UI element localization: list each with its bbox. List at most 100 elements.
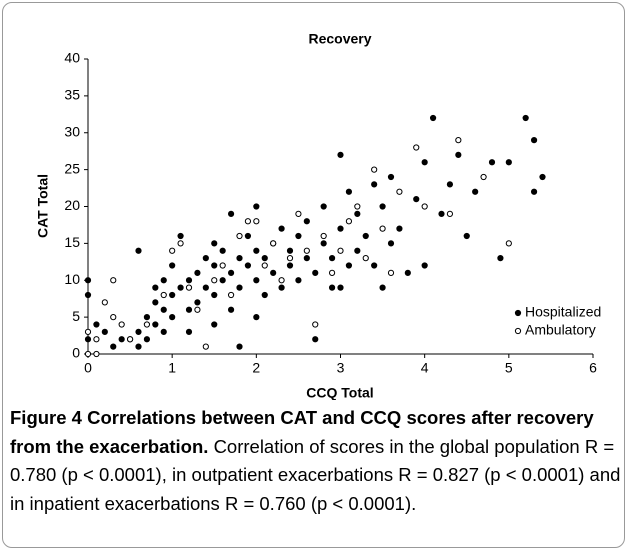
legend-marker xyxy=(514,309,522,317)
point xyxy=(421,203,428,210)
point xyxy=(278,284,285,291)
point xyxy=(539,173,546,181)
point xyxy=(371,262,378,269)
point xyxy=(160,291,167,299)
point xyxy=(270,240,277,247)
point xyxy=(278,225,285,232)
point xyxy=(354,203,361,210)
point xyxy=(227,269,235,276)
y-tick-label: 30 xyxy=(64,123,80,139)
point xyxy=(320,232,327,240)
point xyxy=(84,277,92,284)
point xyxy=(345,262,353,269)
point xyxy=(219,262,226,269)
point xyxy=(387,173,395,181)
point xyxy=(236,232,243,240)
y-tick-label: 35 xyxy=(64,87,80,103)
point xyxy=(185,306,193,313)
x-tick-label: 2 xyxy=(252,360,260,376)
point xyxy=(387,240,395,247)
point xyxy=(497,255,504,262)
point xyxy=(261,291,268,299)
point xyxy=(303,218,310,225)
y-tick-label: 10 xyxy=(64,271,80,287)
point xyxy=(93,336,100,343)
point xyxy=(169,262,176,269)
point xyxy=(379,203,386,210)
point xyxy=(110,314,117,321)
point xyxy=(253,203,260,210)
point xyxy=(446,210,454,217)
point xyxy=(202,284,209,291)
point xyxy=(337,225,344,232)
point xyxy=(135,247,142,254)
point xyxy=(270,269,277,276)
point xyxy=(530,137,538,144)
chart: Recovery CCQ Total CAT Total 05101520253… xyxy=(35,31,602,400)
point xyxy=(227,291,235,299)
y-tick-label: 40 xyxy=(64,50,80,66)
point xyxy=(446,181,454,188)
legend-label: Hospitalized xyxy=(525,304,601,320)
caption: Figure 4 Correlations between CAT and CC… xyxy=(10,404,622,518)
point xyxy=(143,336,151,343)
point xyxy=(253,247,260,254)
x-tick-label: 6 xyxy=(589,360,597,376)
y-tick-label: 0 xyxy=(72,345,80,361)
point xyxy=(286,262,294,269)
legend-marker xyxy=(514,327,522,335)
point xyxy=(421,262,428,269)
point xyxy=(371,181,378,188)
point xyxy=(202,343,209,350)
point xyxy=(295,210,302,217)
point xyxy=(185,284,193,291)
point xyxy=(244,232,252,240)
point xyxy=(328,284,336,291)
point xyxy=(337,284,344,291)
point xyxy=(312,321,319,328)
x-tick-label: 1 xyxy=(168,360,176,376)
point xyxy=(396,225,403,232)
point xyxy=(387,269,395,276)
caption-title: Correlations between CAT and CCQ scores … xyxy=(10,407,594,457)
figure-frame xyxy=(2,2,625,548)
point xyxy=(261,262,268,269)
point xyxy=(244,262,252,269)
x-tick-label: 3 xyxy=(337,360,345,376)
y-tick-label: 5 xyxy=(72,308,80,324)
point xyxy=(219,247,226,254)
point xyxy=(286,247,294,254)
point xyxy=(505,240,512,247)
point xyxy=(488,159,496,166)
point xyxy=(211,262,218,269)
point xyxy=(472,188,479,195)
point xyxy=(126,336,134,343)
point xyxy=(522,114,529,122)
point xyxy=(211,291,218,299)
point xyxy=(295,277,302,284)
point xyxy=(345,218,353,225)
point xyxy=(345,188,353,195)
point xyxy=(244,218,252,225)
point xyxy=(177,284,184,291)
point xyxy=(354,210,361,217)
point xyxy=(236,343,243,350)
point xyxy=(505,159,512,166)
point xyxy=(227,306,235,313)
point xyxy=(219,277,226,284)
point xyxy=(194,306,201,313)
point xyxy=(303,247,310,254)
point xyxy=(227,210,235,217)
point xyxy=(93,321,100,328)
point xyxy=(160,328,167,335)
point xyxy=(135,343,142,350)
point xyxy=(194,299,201,306)
point xyxy=(211,277,218,284)
y-axis-label: CAT Total xyxy=(35,174,51,238)
point xyxy=(143,321,151,328)
point xyxy=(253,277,260,284)
point xyxy=(379,225,386,232)
x-tick-label: 4 xyxy=(421,360,429,376)
point xyxy=(84,328,92,335)
point xyxy=(236,284,243,291)
